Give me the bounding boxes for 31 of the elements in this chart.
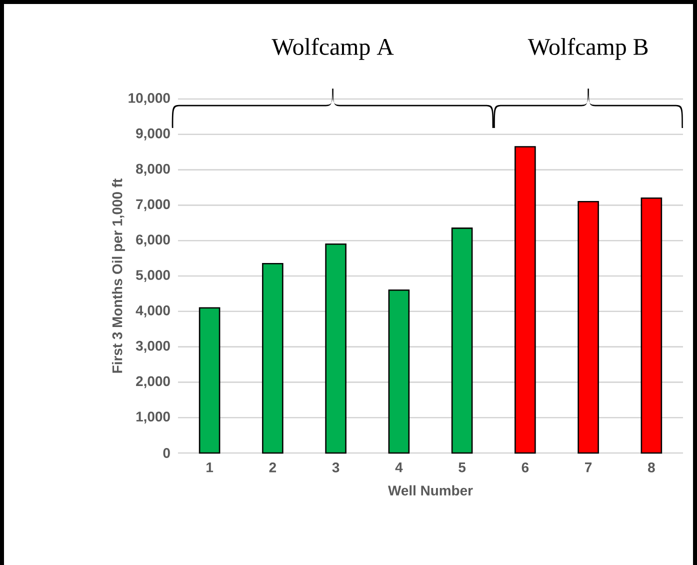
x-tick-label: 8 bbox=[648, 462, 655, 472]
x-tick-label: 1 bbox=[206, 462, 214, 472]
x-tick-label: 4 bbox=[395, 462, 403, 472]
x-tick-label: 6 bbox=[522, 462, 529, 472]
y-tick-label: 9,000 bbox=[136, 128, 170, 140]
y-tick-label: 5,000 bbox=[136, 270, 170, 282]
bar bbox=[514, 146, 536, 454]
text: Wolfcamp B bbox=[528, 38, 648, 60]
y-tick-label: 2,000 bbox=[136, 376, 170, 388]
bar bbox=[451, 228, 473, 454]
bar bbox=[388, 290, 410, 454]
x-tick-label: 3 bbox=[332, 462, 340, 472]
bar bbox=[262, 262, 284, 454]
y-tick-label: 3,000 bbox=[136, 340, 170, 353]
y-tick-label: 8,000 bbox=[136, 164, 170, 176]
y-tick-label: 1,000 bbox=[136, 412, 170, 424]
y-tick-label: 10,000 bbox=[128, 93, 170, 105]
y-tick-label: 0 bbox=[163, 448, 170, 458]
x-tick-label: 7 bbox=[585, 462, 592, 472]
x-axis-title: Well Number bbox=[388, 485, 473, 496]
text: Wolfcamp A bbox=[272, 38, 394, 60]
y-axis-title: First 3 Months Oil per 1,000 ft bbox=[112, 178, 125, 373]
x-tick-label: 2 bbox=[269, 462, 276, 472]
y-tick-label: 7,000 bbox=[136, 199, 170, 212]
y-tick-label: 6,000 bbox=[136, 234, 170, 247]
bar bbox=[325, 243, 346, 454]
bar bbox=[578, 201, 599, 454]
bar bbox=[198, 307, 220, 454]
y-tick-label: 4,000 bbox=[136, 305, 170, 318]
bar bbox=[640, 197, 662, 454]
x-tick-label: 5 bbox=[458, 462, 466, 472]
